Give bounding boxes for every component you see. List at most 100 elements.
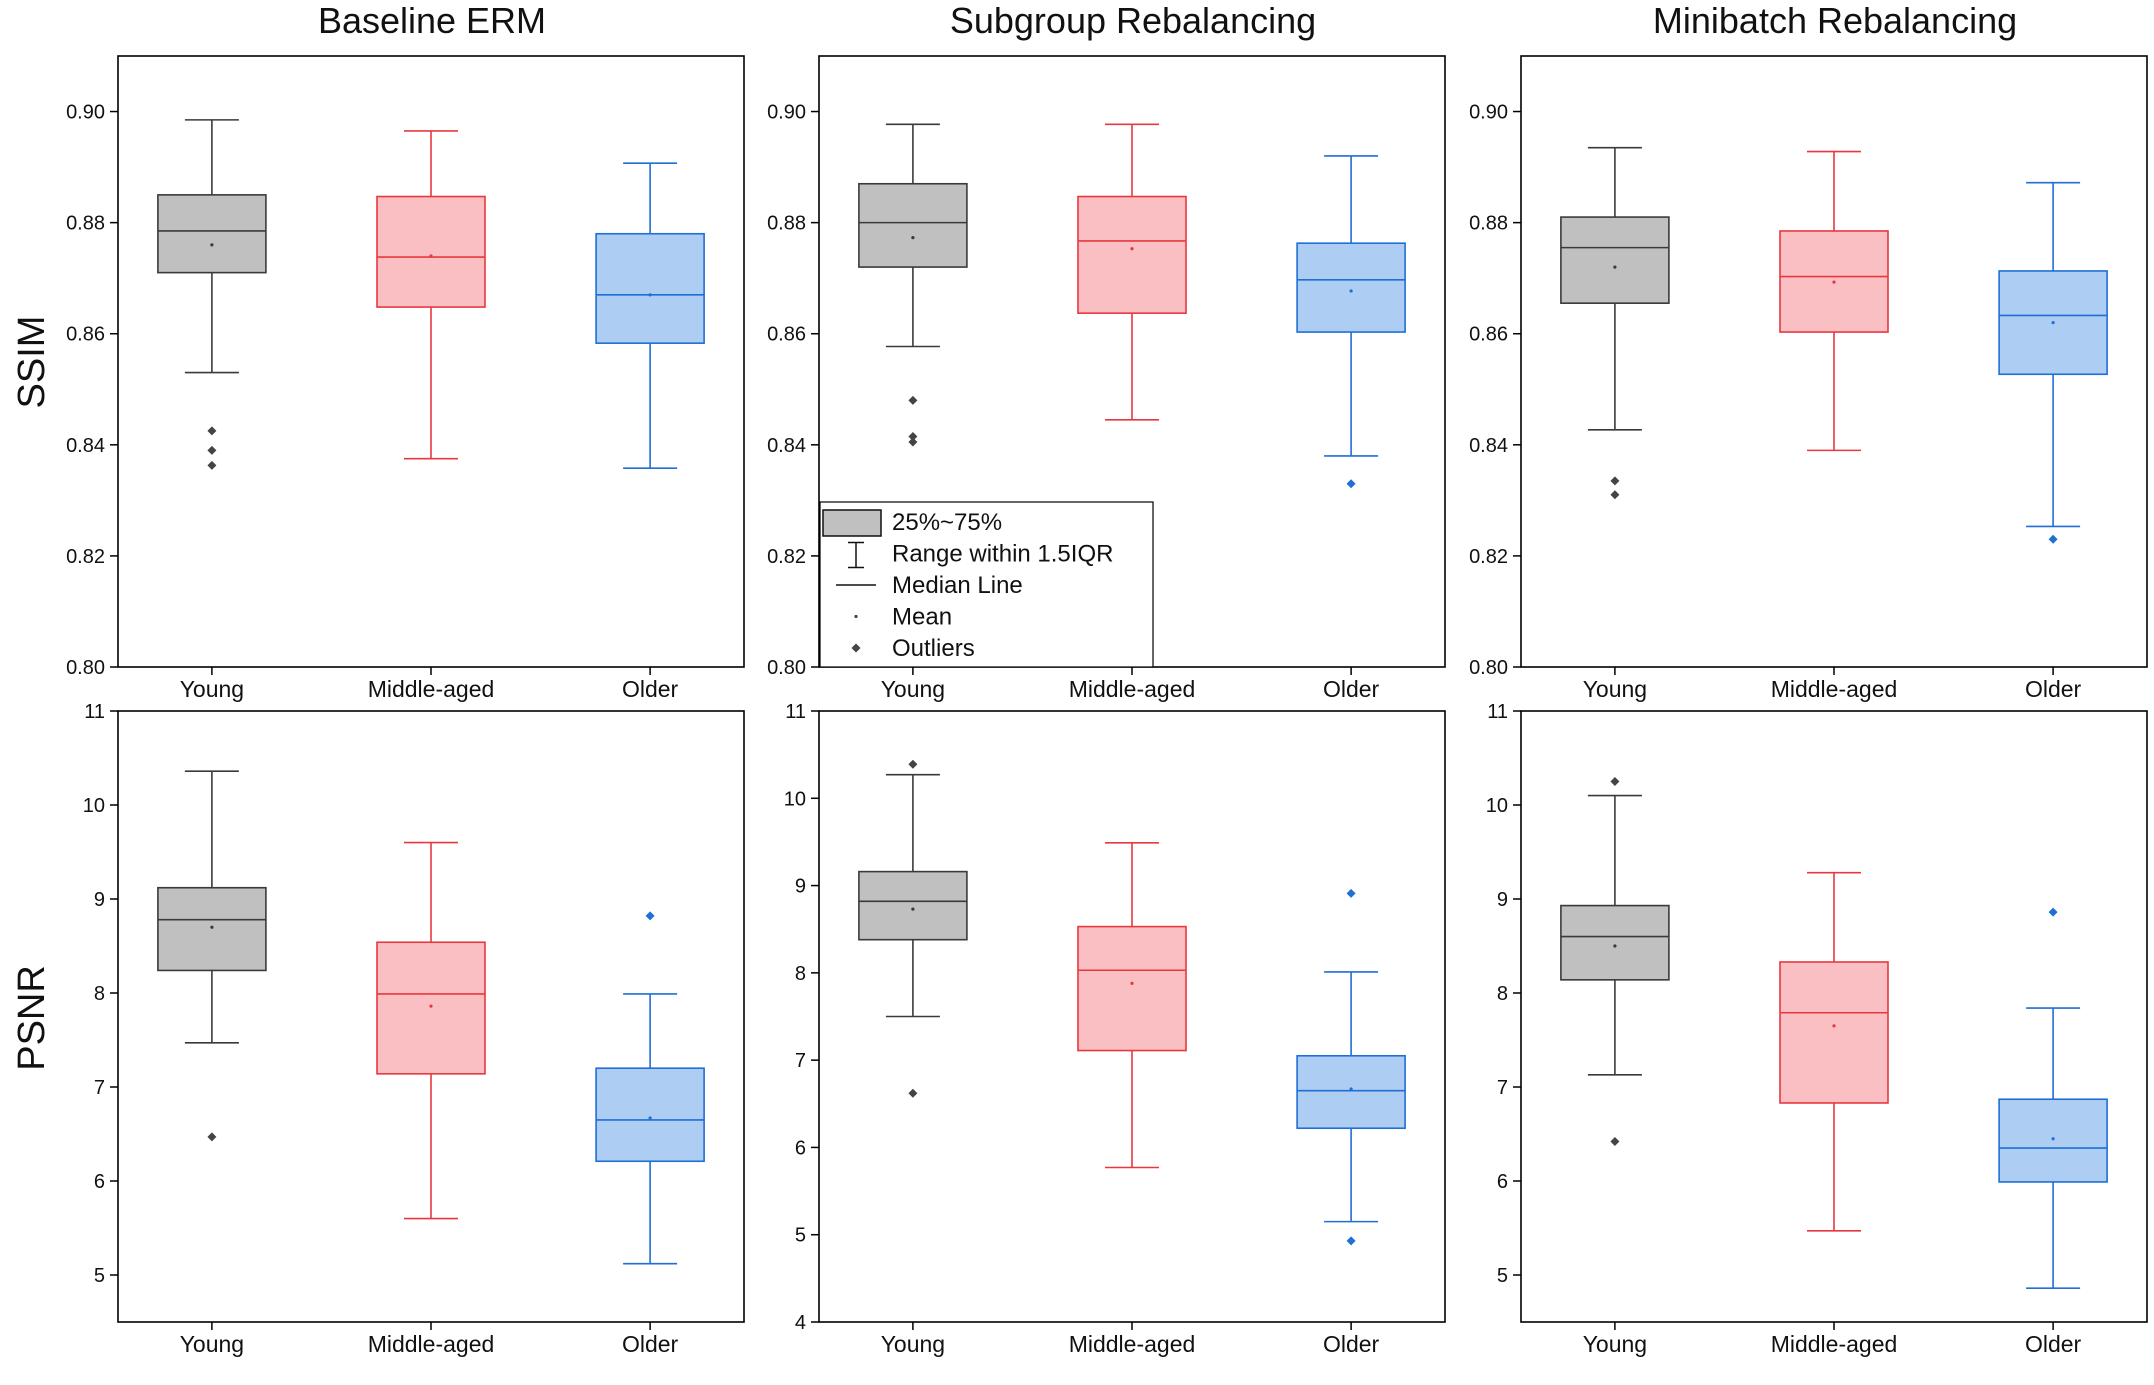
outlier-point	[1346, 479, 1356, 489]
y-tick-label: 0.90	[1469, 102, 1508, 124]
legend-box-symbol	[822, 509, 882, 537]
panel-6: 5 6 7 8 9 10 11 Young Middle-aged Older	[1486, 701, 2148, 1357]
box-young	[157, 119, 267, 470]
iqr-box	[1296, 1054, 1406, 1130]
panel-5: 4 5 6 7 8 9 10 11 Young Middle-aged Older	[784, 701, 1446, 1357]
box-middle-aged	[1077, 123, 1187, 421]
row-labels: SSIM PSNR	[11, 316, 53, 1071]
y-tick-label: 0.86	[66, 324, 105, 346]
y-tick-label: 8	[1497, 983, 1508, 1005]
y-tick-label: 4	[795, 1312, 806, 1334]
mean-dot	[1832, 280, 1836, 284]
outlier-point	[908, 395, 918, 405]
x-tick-label-young: Young	[1583, 676, 1647, 702]
y-tick-label: 0.88	[1469, 213, 1508, 235]
iqr-box	[376, 941, 486, 1075]
outlier-point	[1610, 1137, 1620, 1147]
y-tick-label: 0.88	[767, 213, 806, 235]
y-tick-label: 11	[84, 701, 105, 723]
legend: 25%~75% Range within 1.5IQR Median Line Mea…	[819, 501, 1154, 668]
column-title-baseline-erm: Baseline ERM	[318, 0, 546, 41]
y-tick-label: 0.90	[66, 102, 105, 124]
legend-label: Median Line	[892, 572, 1023, 599]
outlier-point	[908, 431, 918, 441]
y-tick-label: 0.82	[1469, 546, 1508, 568]
mean-dot	[429, 1004, 433, 1008]
y-tick-label: 9	[94, 889, 105, 911]
y-tick-label: 6	[1497, 1171, 1508, 1193]
y-tick-label: 0.90	[767, 102, 806, 124]
x-tick-label-older: Older	[2025, 676, 2082, 702]
y-tick-label: 0.86	[1469, 324, 1508, 346]
x-tick-label-middle-aged: Middle-aged	[368, 1331, 495, 1357]
y-tick-label: 7	[1497, 1077, 1508, 1099]
iqr-box	[595, 1067, 705, 1163]
column-title-subgroup-rebalancing: Subgroup Rebalancing	[950, 0, 1316, 41]
row-label-ssim: SSIM	[11, 316, 53, 409]
outlier-point	[207, 426, 217, 436]
x-tick-label-middle-aged: Middle-aged	[1069, 676, 1196, 702]
y-tick-label: 10	[784, 788, 806, 810]
box-older	[1296, 155, 1406, 489]
y-tick-label: 8	[795, 963, 806, 985]
iqr-box	[1077, 925, 1187, 1052]
box-older	[595, 911, 705, 1265]
x-tick-label-older: Older	[622, 1331, 679, 1357]
row-label-psnr: PSNR	[11, 965, 53, 1071]
x-tick-label-middle-aged: Middle-aged	[368, 676, 495, 702]
x-tick-label-young: Young	[881, 1331, 945, 1357]
y-tick-label: 0.80	[66, 657, 105, 679]
y-tick-label: 0.84	[767, 435, 806, 457]
outlier-point	[2048, 907, 2058, 917]
mean-dot	[429, 254, 433, 258]
iqr-box	[376, 195, 486, 308]
box-young	[858, 123, 968, 447]
outlier-point	[207, 1132, 217, 1142]
y-tick-label: 10	[83, 795, 105, 817]
legend-dot-symbol	[854, 614, 858, 619]
box-middle-aged	[1779, 150, 1889, 452]
legend-item-median-line: Median Line	[836, 572, 1023, 599]
iqr-box	[1560, 904, 1670, 981]
y-tick-label: 0.88	[66, 213, 105, 235]
y-tick-label: 6	[795, 1137, 806, 1159]
legend-item-range-within-1-5iqr: Range within 1.5IQR	[848, 541, 1113, 569]
box-young	[858, 759, 968, 1098]
mean-dot	[210, 243, 214, 247]
iqr-box	[1779, 961, 1889, 1104]
y-tick-label: 5	[795, 1225, 806, 1247]
x-tick-label-middle-aged: Middle-aged	[1771, 1331, 1898, 1357]
mean-dot	[911, 907, 915, 911]
outlier-point	[1610, 777, 1620, 786]
column-titles: Baseline ERM Subgroup Rebalancing Miniba…	[318, 0, 2017, 41]
outlier-point	[1346, 888, 1356, 898]
mean-dot	[1613, 265, 1617, 269]
outlier-point	[1610, 490, 1620, 500]
legend-label: Outliers	[892, 635, 975, 662]
mean-dot	[1130, 247, 1134, 251]
legend-label: Mean	[892, 604, 952, 631]
x-tick-label-older: Older	[622, 676, 679, 702]
box-older	[1998, 907, 2108, 1289]
mean-dot	[2051, 321, 2055, 325]
iqr-box	[157, 886, 267, 972]
x-tick-label-young: Young	[1583, 1331, 1647, 1357]
mean-dot	[648, 1116, 652, 1120]
x-tick-label-older: Older	[2025, 1331, 2082, 1357]
iqr-box	[1998, 1098, 2108, 1183]
panel-3: 0.80 0.82 0.84 0.86 0.88 0.90 Young Middle-aged…	[1469, 55, 2148, 702]
column-title-minibatch-rebalancing: Minibatch Rebalancing	[1653, 0, 2017, 41]
x-tick-label-older: Older	[1323, 676, 1380, 702]
mean-dot	[1130, 981, 1134, 985]
legend-item-outliers: Outliers	[851, 635, 975, 662]
box-middle-aged	[376, 841, 486, 1220]
legend-item-25-75: 25%~75%	[822, 509, 1002, 537]
y-tick-label: 0.86	[767, 324, 806, 346]
outlier-point	[1610, 476, 1620, 486]
y-tick-label: 10	[1486, 795, 1508, 817]
box-young	[1560, 777, 1670, 1147]
box-middle-aged	[376, 130, 486, 460]
x-tick-label-young: Young	[180, 1331, 244, 1357]
mean-dot	[1349, 1087, 1353, 1091]
